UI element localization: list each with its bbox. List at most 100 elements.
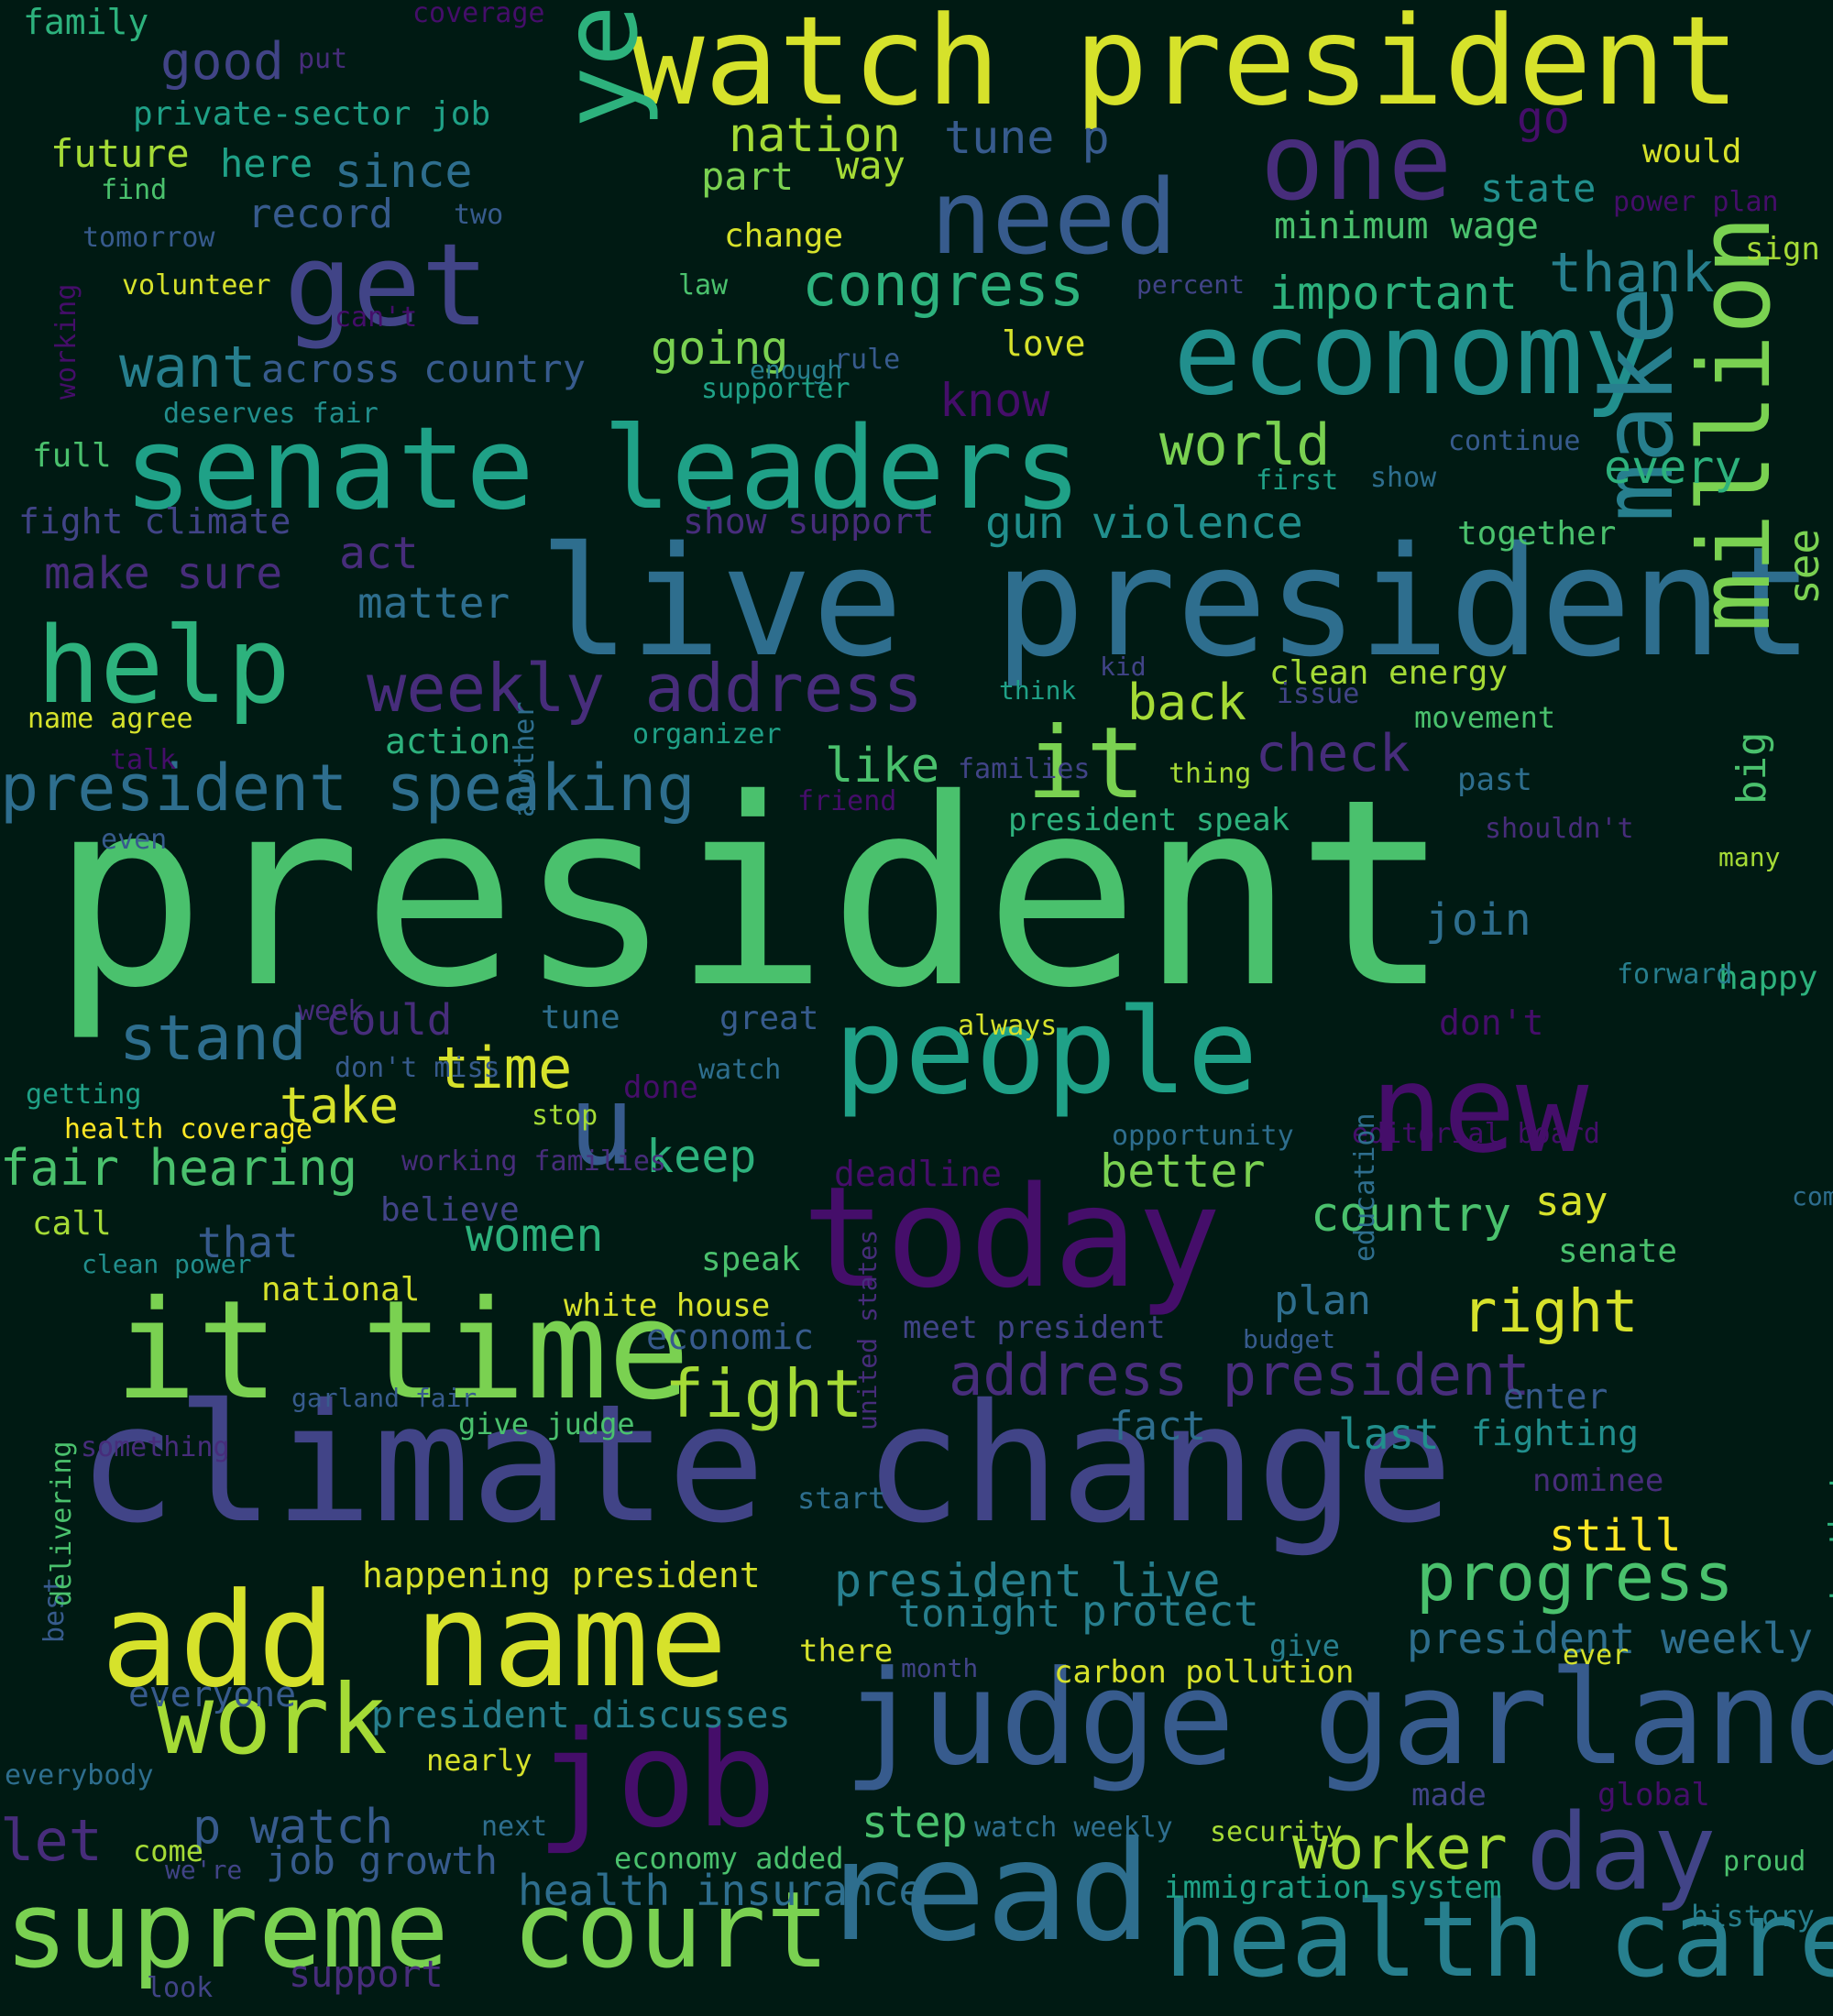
- cloud-word-can-t: can't: [335, 301, 418, 334]
- cloud-word-health-care: health care: [1164, 1879, 1833, 2001]
- cloud-word-garland-fair: garland fair: [291, 1383, 477, 1413]
- cloud-word-country: country: [1311, 1188, 1512, 1243]
- cloud-word-great: great: [719, 1000, 819, 1037]
- cloud-word-back: back: [1127, 674, 1247, 731]
- cloud-word-p-watch: p watch: [192, 1800, 394, 1855]
- cloud-word-week: week: [298, 995, 365, 1027]
- cloud-word-shouldn-t: shouldn't: [1485, 813, 1634, 845]
- cloud-word-today: today: [802, 1156, 1222, 1319]
- cloud-word-tonight: tonight: [898, 1591, 1061, 1636]
- cloud-word-working-families: working families: [401, 1145, 666, 1178]
- cloud-word-continue: continue: [1448, 425, 1581, 457]
- cloud-word-friend: friend: [797, 785, 897, 817]
- cloud-word-president-discusses: president discusses: [371, 1694, 791, 1737]
- cloud-word-issue: issue: [1277, 678, 1360, 710]
- cloud-word-year: year: [542, 0, 661, 128]
- cloud-word-would: would: [1642, 133, 1742, 170]
- cloud-word-judge-garland: judge garland: [843, 1643, 1833, 1794]
- cloud-word-education: education: [1349, 1112, 1381, 1262]
- cloud-word-first: first: [1256, 465, 1339, 497]
- cloud-word-keep: keep: [646, 1130, 757, 1183]
- cloud-word-delivering: delivering: [46, 1441, 78, 1606]
- cloud-word-fight-climate: fight climate: [18, 501, 291, 542]
- cloud-word-senate: senate: [1558, 1233, 1678, 1270]
- cloud-word-happy: happy: [1718, 959, 1818, 997]
- cloud-word-see: see: [1779, 528, 1828, 605]
- cloud-word-something: something: [81, 1431, 230, 1463]
- cloud-word-support: support: [289, 1954, 444, 1996]
- cloud-word-national: national: [261, 1271, 421, 1309]
- cloud-word-check: check: [1256, 724, 1410, 783]
- cloud-word-supreme-court: supreme court: [5, 1869, 830, 1992]
- cloud-word-last: last: [1338, 1409, 1440, 1459]
- cloud-word-tomorrow: tomorrow: [82, 222, 215, 254]
- cloud-word-here: here: [220, 141, 313, 186]
- cloud-word-made: made: [1411, 1777, 1487, 1813]
- cloud-word-working: working: [50, 283, 82, 400]
- cloud-word-sign: sign: [1745, 231, 1820, 268]
- cloud-word-editorial-board: editorial board: [1352, 1118, 1600, 1150]
- cloud-word-still: still: [1549, 1510, 1682, 1561]
- cloud-word-want: want: [119, 334, 257, 400]
- cloud-word-rule: rule: [834, 344, 901, 376]
- cloud-word-enough: enough: [750, 355, 843, 385]
- cloud-word-women: women: [466, 1209, 604, 1262]
- cloud-word-movement: movement: [1414, 700, 1556, 735]
- cloud-word-president-live: president live: [834, 1554, 1221, 1607]
- cloud-word-nearly: nearly: [426, 1743, 532, 1778]
- cloud-word-part: part: [701, 154, 795, 199]
- cloud-word-important: important: [1269, 267, 1518, 320]
- cloud-word-security: security: [1210, 1816, 1343, 1848]
- cloud-word-come: come: [133, 1834, 204, 1868]
- cloud-word-forward: forward: [1617, 959, 1733, 991]
- cloud-word-big: big: [1729, 731, 1775, 805]
- cloud-word-clean-power: clean power: [82, 1249, 252, 1279]
- cloud-word-state: state: [1480, 166, 1597, 211]
- cloud-word-right: right: [1462, 1278, 1639, 1346]
- cloud-word-organizer: organizer: [632, 718, 782, 751]
- cloud-word-it: it: [1026, 707, 1147, 821]
- cloud-word-deadline: deadline: [834, 1154, 1003, 1194]
- cloud-word-progress: progress: [1416, 1539, 1734, 1616]
- cloud-word-meet-president: meet president: [903, 1309, 1166, 1346]
- cloud-word-love: love: [1002, 323, 1086, 364]
- cloud-word-ever: ever: [1563, 1639, 1630, 1671]
- cloud-word-health-insurance: health insurance: [518, 1866, 925, 1915]
- cloud-word-we-re: we're: [165, 1855, 243, 1885]
- cloud-word-law: law: [678, 269, 729, 301]
- cloud-word-another: another: [509, 701, 541, 817]
- cloud-word-climate-change: climate change: [78, 1369, 1454, 1559]
- cloud-word-watch-weekly: watch weekly: [974, 1812, 1173, 1844]
- cloud-word-say: say: [1535, 1178, 1608, 1225]
- cloud-word-white-house: white house: [564, 1287, 771, 1324]
- cloud-word-put: put: [298, 43, 348, 75]
- cloud-word-even: even: [101, 824, 168, 856]
- cloud-word-month: month: [901, 1653, 979, 1683]
- cloud-word-since: since: [335, 145, 473, 198]
- cloud-word-coverage: coverage: [412, 0, 545, 29]
- cloud-word-weekly-address: weekly address: [367, 650, 923, 727]
- cloud-word-economic: economic: [646, 1317, 815, 1357]
- cloud-word-name-agree: name agree: [27, 703, 193, 735]
- cloud-word-opportunity: opportunity: [1112, 1120, 1294, 1152]
- cloud-word-it-time: it time: [115, 1272, 690, 1430]
- cloud-word-watch-president: watch president: [631, 0, 1740, 133]
- cloud-word-thing: thing: [1169, 758, 1252, 790]
- cloud-word-better: better: [1100, 1145, 1266, 1198]
- cloud-word-history: history: [1691, 1899, 1815, 1934]
- cloud-word-two: two: [454, 199, 504, 231]
- cloud-word-future: future: [50, 131, 190, 176]
- cloud-word-nation: nation: [729, 108, 901, 163]
- cloud-word-job-growth: job growth: [266, 1838, 498, 1883]
- cloud-word-global: global: [1597, 1777, 1710, 1813]
- cloud-word-protect: protect: [1081, 1586, 1259, 1636]
- cloud-word-work: work: [156, 1664, 388, 1776]
- cloud-word-volunteer: volunteer: [122, 269, 271, 301]
- cloud-word-record: record: [247, 191, 393, 237]
- cloud-word-watch: watch: [698, 1054, 782, 1086]
- cloud-word-senate-leaders: senate leaders: [124, 403, 1082, 535]
- cloud-word-nominee: nominee: [1532, 1463, 1664, 1499]
- cloud-word-united-states: united states: [852, 1229, 883, 1430]
- cloud-word-don-t-miss: don't miss: [335, 1052, 500, 1084]
- cloud-word-know: know: [939, 374, 1050, 427]
